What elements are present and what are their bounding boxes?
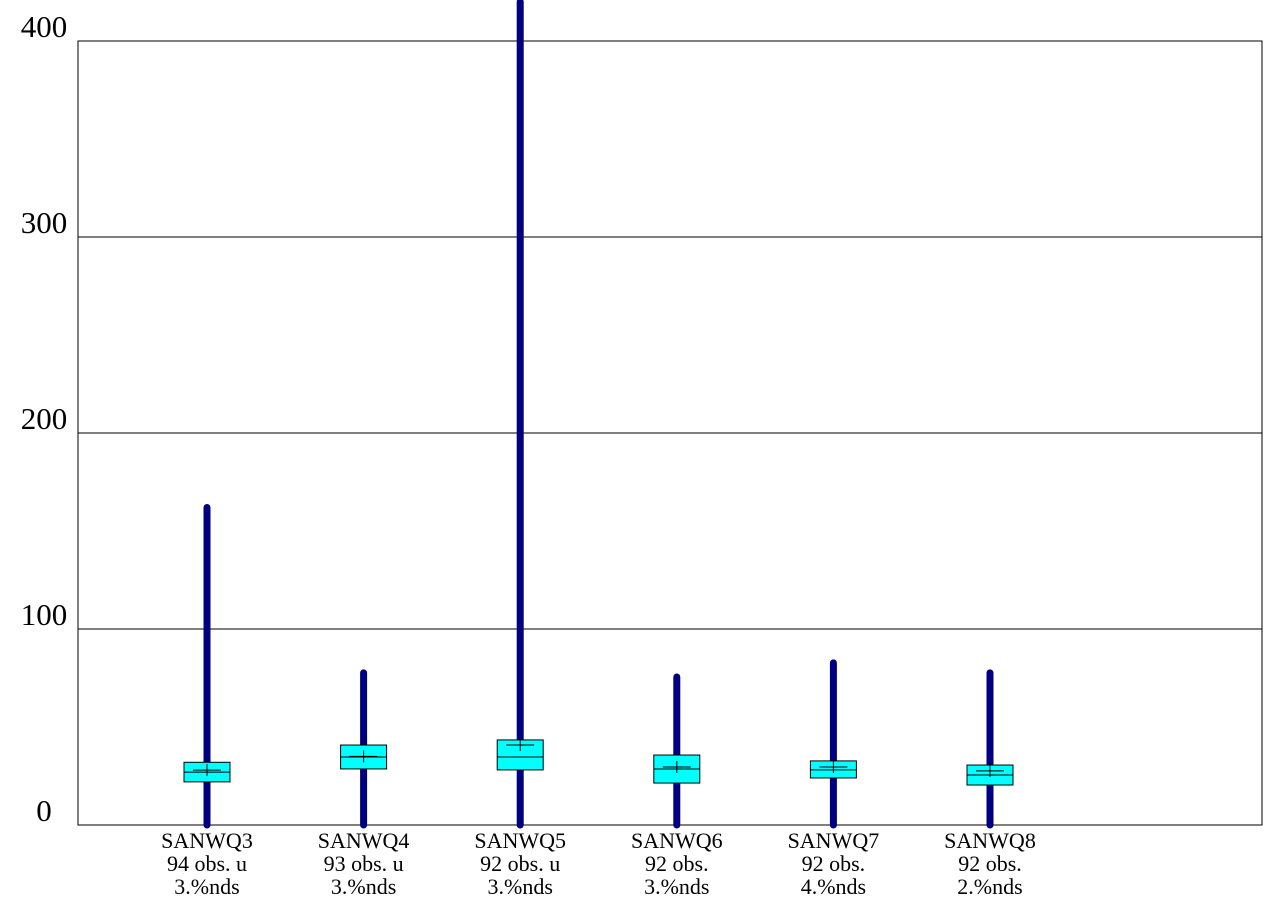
x-tick-note: 3.%nds [174,874,239,899]
x-tick-note: 3.%nds [644,874,709,899]
mean-marker [976,764,1004,777]
x-tick-label: SANWQ3 [161,828,253,853]
x-tick-label: SANWQ4 [318,828,410,853]
y-tick-label: 300 [21,205,68,240]
y-tick-label: 0 [36,793,52,828]
x-tick-note: 3.%nds [331,874,396,899]
y-tick-label: 400 [21,9,68,44]
x-tick-note: 2.%nds [957,874,1022,899]
box [496,739,544,771]
mean-marker [506,739,535,752]
x-tick-note: 4.%nds [801,874,866,899]
y-tick-label: 200 [21,401,68,436]
y-tick-label: 100 [21,597,68,632]
x-tick-note: 92 obs. u [480,851,560,876]
x-tick-note: 93 obs. u [324,851,404,876]
mean-marker [819,760,848,773]
x-tick-label: SANWQ6 [631,828,723,853]
x-tick-label: SANWQ5 [474,828,566,853]
x-tick-note: 3.%nds [488,874,553,899]
mean-marker [193,764,221,777]
x-tick-note: 92 obs. [645,851,709,876]
x-tick-note: 92 obs. [802,851,866,876]
x-tick-note: 94 obs. u [167,851,247,876]
x-tick-label: SANWQ7 [788,828,880,853]
mean-marker [349,750,378,763]
mean-marker [662,760,691,773]
x-tick-note: 92 obs. [958,851,1022,876]
x-tick-label: SANWQ8 [944,828,1036,853]
